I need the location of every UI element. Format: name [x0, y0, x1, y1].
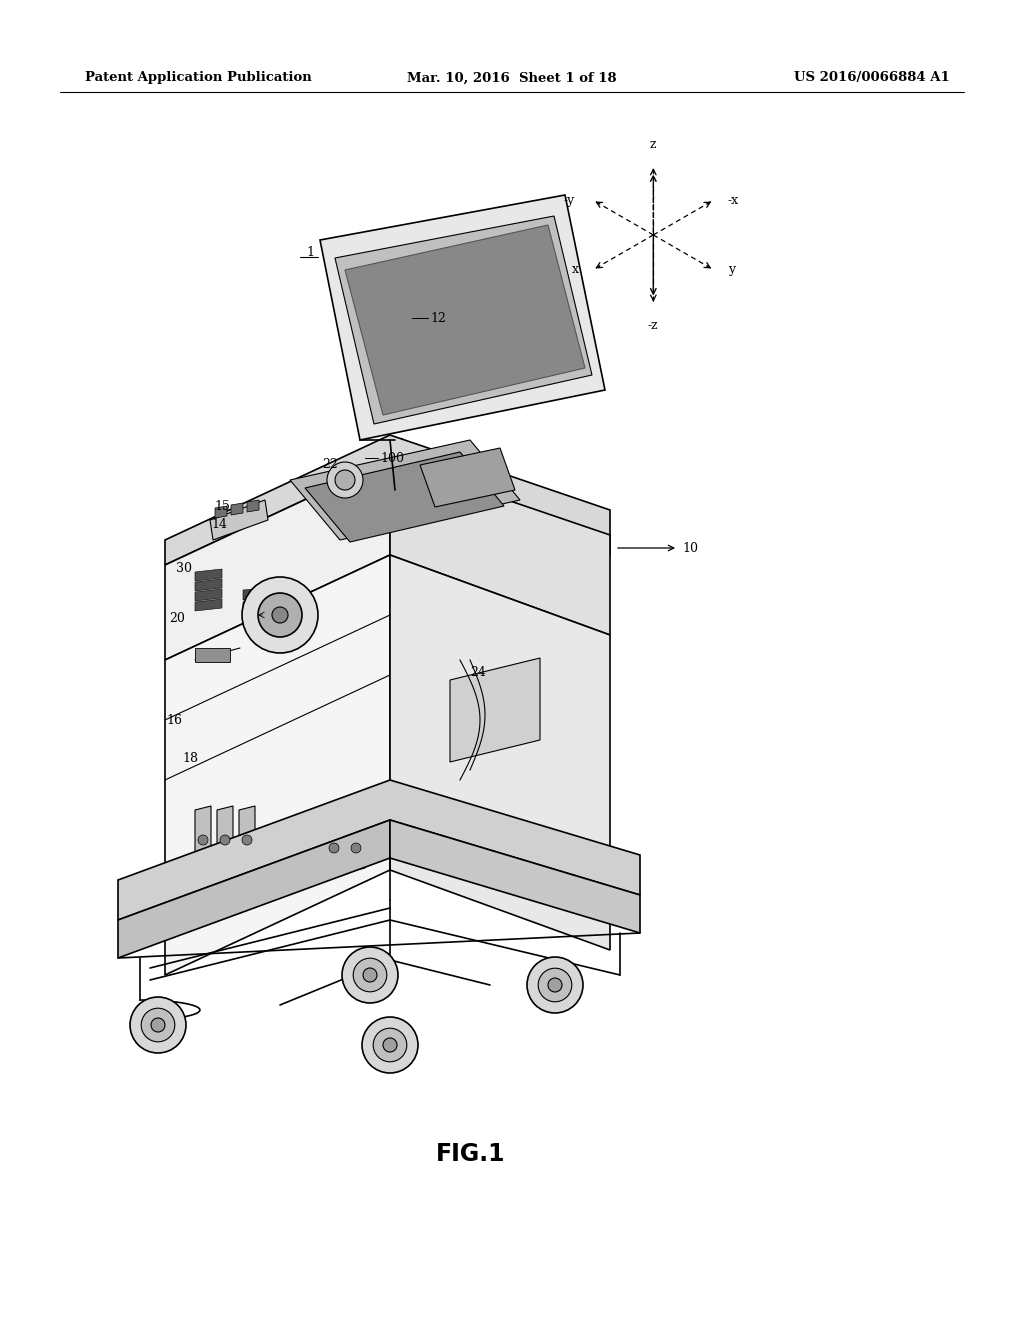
Text: Patent Application Publication: Patent Application Publication: [85, 71, 311, 84]
Text: 30: 30: [176, 561, 193, 574]
Text: 12: 12: [430, 312, 445, 325]
Polygon shape: [165, 554, 390, 975]
Text: z: z: [650, 139, 656, 150]
Text: US 2016/0066884 A1: US 2016/0066884 A1: [795, 71, 950, 84]
Polygon shape: [261, 589, 275, 601]
Circle shape: [272, 607, 288, 623]
Polygon shape: [261, 612, 275, 624]
Polygon shape: [390, 820, 640, 933]
Circle shape: [351, 843, 361, 853]
Circle shape: [329, 843, 339, 853]
Polygon shape: [195, 599, 222, 611]
Circle shape: [353, 958, 387, 991]
Polygon shape: [215, 506, 227, 517]
Circle shape: [362, 968, 377, 982]
Polygon shape: [344, 632, 355, 642]
Circle shape: [527, 957, 583, 1012]
Circle shape: [548, 978, 562, 993]
Polygon shape: [165, 459, 390, 660]
Text: 14: 14: [211, 517, 227, 531]
Polygon shape: [195, 807, 211, 862]
Text: 10: 10: [682, 541, 698, 554]
Circle shape: [342, 946, 398, 1003]
Polygon shape: [239, 807, 255, 862]
Polygon shape: [290, 440, 520, 540]
Polygon shape: [118, 780, 640, 920]
Text: 100: 100: [380, 451, 404, 465]
Text: 22: 22: [323, 458, 338, 470]
Polygon shape: [195, 579, 222, 591]
Polygon shape: [420, 447, 515, 507]
Polygon shape: [390, 459, 610, 635]
Polygon shape: [195, 589, 222, 601]
Circle shape: [335, 470, 355, 490]
Circle shape: [242, 836, 252, 845]
Circle shape: [383, 1038, 397, 1052]
Text: y: y: [728, 264, 735, 276]
Circle shape: [198, 836, 208, 845]
Text: 16: 16: [166, 714, 182, 726]
Polygon shape: [325, 816, 343, 873]
Polygon shape: [390, 554, 610, 950]
Text: -x: -x: [728, 194, 739, 206]
Circle shape: [539, 968, 571, 1002]
Polygon shape: [347, 816, 365, 873]
Text: Mar. 10, 2016  Sheet 1 of 18: Mar. 10, 2016 Sheet 1 of 18: [408, 71, 616, 84]
Polygon shape: [118, 820, 390, 958]
Polygon shape: [358, 632, 369, 642]
Polygon shape: [335, 216, 592, 424]
Text: -z: -z: [648, 319, 658, 331]
Circle shape: [258, 593, 302, 638]
Polygon shape: [383, 438, 402, 455]
Circle shape: [373, 1028, 407, 1061]
Circle shape: [327, 462, 362, 498]
Text: FIG.1: FIG.1: [436, 1142, 506, 1166]
Polygon shape: [450, 657, 540, 762]
Polygon shape: [261, 601, 275, 612]
Polygon shape: [243, 612, 257, 624]
Polygon shape: [247, 500, 259, 512]
Polygon shape: [243, 601, 257, 612]
Text: x: x: [571, 264, 579, 276]
Polygon shape: [210, 500, 268, 540]
Polygon shape: [195, 569, 222, 581]
Polygon shape: [305, 451, 504, 543]
Polygon shape: [330, 632, 341, 642]
Polygon shape: [231, 503, 243, 515]
Polygon shape: [217, 807, 233, 862]
Circle shape: [141, 1008, 175, 1041]
Polygon shape: [165, 436, 610, 565]
Text: 20: 20: [169, 611, 185, 624]
Circle shape: [362, 1016, 418, 1073]
Text: 15: 15: [214, 499, 230, 512]
Polygon shape: [319, 195, 605, 440]
Text: 18: 18: [182, 751, 198, 764]
Circle shape: [220, 836, 230, 845]
Circle shape: [242, 577, 318, 653]
Polygon shape: [243, 589, 257, 601]
Text: -y: -y: [563, 194, 574, 206]
Text: 24: 24: [470, 665, 485, 678]
Polygon shape: [345, 224, 585, 414]
Circle shape: [130, 997, 186, 1053]
Text: 1: 1: [306, 246, 314, 259]
Bar: [195, 648, 230, 663]
Circle shape: [151, 1018, 165, 1032]
